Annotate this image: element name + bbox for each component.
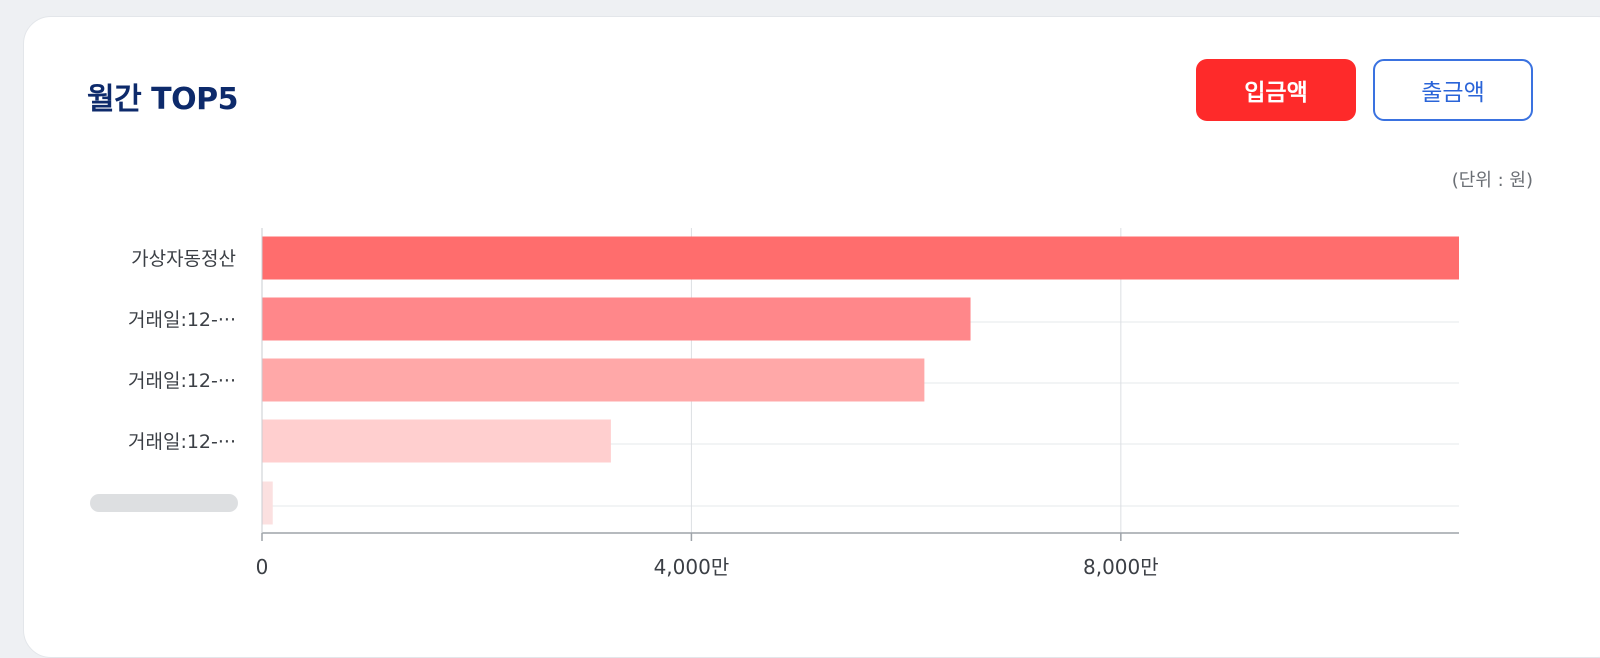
x-tick-label: 0: [256, 555, 269, 579]
category-label: 가상자동정산: [131, 248, 236, 270]
bar: [262, 419, 611, 463]
x-tick-label: 4,000만: [654, 555, 730, 579]
bar: [262, 358, 925, 402]
bar: [262, 236, 1459, 280]
category-label: 거래일:12-···: [128, 431, 236, 453]
category-label: 거래일:12-···: [128, 370, 236, 392]
chart-title: 월간 TOP5: [87, 82, 238, 117]
deposit-toggle-button[interactable]: 입금액: [1196, 59, 1356, 121]
bar: [262, 481, 273, 525]
withdraw-toggle-button[interactable]: 출금액: [1373, 59, 1533, 121]
unit-note: (단위 : 원): [1451, 170, 1533, 191]
category-label: 거래일:12-···: [128, 309, 236, 331]
masked-category-label: [90, 494, 238, 512]
bar: [262, 297, 971, 341]
x-tick-label: 8,000만: [1083, 555, 1159, 579]
